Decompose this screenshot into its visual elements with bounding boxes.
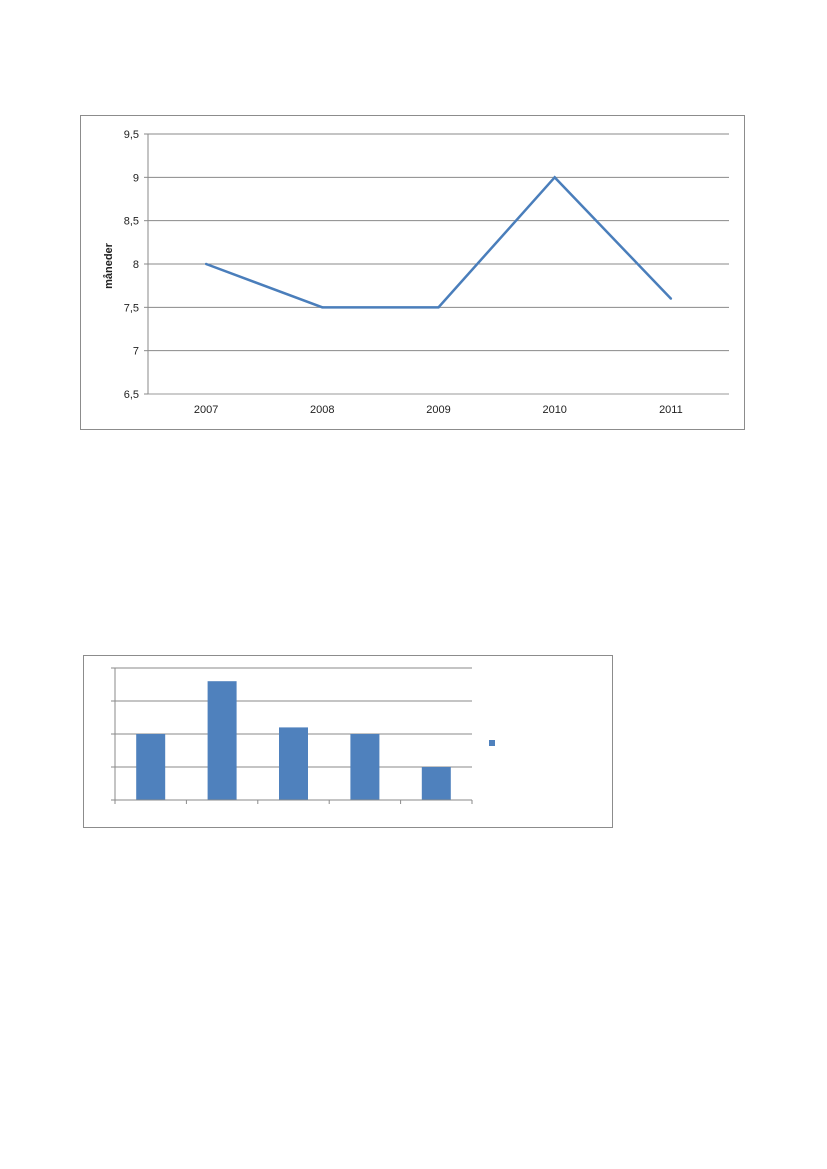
y-tick-label: 8: [133, 259, 139, 271]
legend: [489, 740, 495, 746]
data-point: [204, 262, 208, 266]
bar: [279, 727, 308, 800]
bars-group: [136, 681, 451, 800]
y-axis-title: måneder: [103, 242, 115, 289]
y-tick-label: 6,5: [124, 389, 139, 401]
x-tick-label: 2007: [194, 404, 218, 416]
series-group: [204, 175, 673, 309]
y-tick-label: 9,5: [124, 129, 139, 141]
x-axis: [114, 799, 473, 804]
data-point: [669, 297, 673, 300]
y-tick-label: 8,5: [124, 216, 139, 228]
x-axis-ticks: 2007 2008 2009 2010 2011: [194, 404, 683, 416]
x-tick-label: 2011: [659, 404, 683, 416]
bar: [350, 734, 380, 800]
y-tick-label: 7: [133, 346, 139, 358]
y-tick-label: 7,5: [124, 302, 139, 314]
bar: [136, 734, 166, 800]
y-tick-label: 9: [133, 172, 139, 184]
gridlines: [144, 133, 729, 395]
data-point: [553, 176, 556, 179]
x-tick-label: 2010: [542, 404, 566, 416]
bar-chart: [83, 655, 613, 828]
bar-chart-svg: [111, 667, 495, 804]
x-tick-label: 2008: [310, 404, 334, 416]
legend-swatch: [489, 740, 495, 746]
bar: [207, 681, 237, 800]
bar: [421, 767, 451, 800]
data-point: [437, 306, 440, 309]
x-tick-label: 2009: [426, 404, 450, 416]
line-chart: 9,5 9 8,5 8 7,5 7 6,5 2007 2008 2009 2010 2011 mån…: [80, 115, 745, 430]
line-chart-svg: 9,5 9 8,5 8 7,5 7 6,5 2007 2008 2009 2010 2011 mån…: [103, 129, 729, 416]
series-line: [205, 175, 672, 309]
y-axis-ticks: 9,5 9 8,5 8 7,5 7 6,5: [124, 129, 139, 401]
data-point: [321, 306, 324, 309]
